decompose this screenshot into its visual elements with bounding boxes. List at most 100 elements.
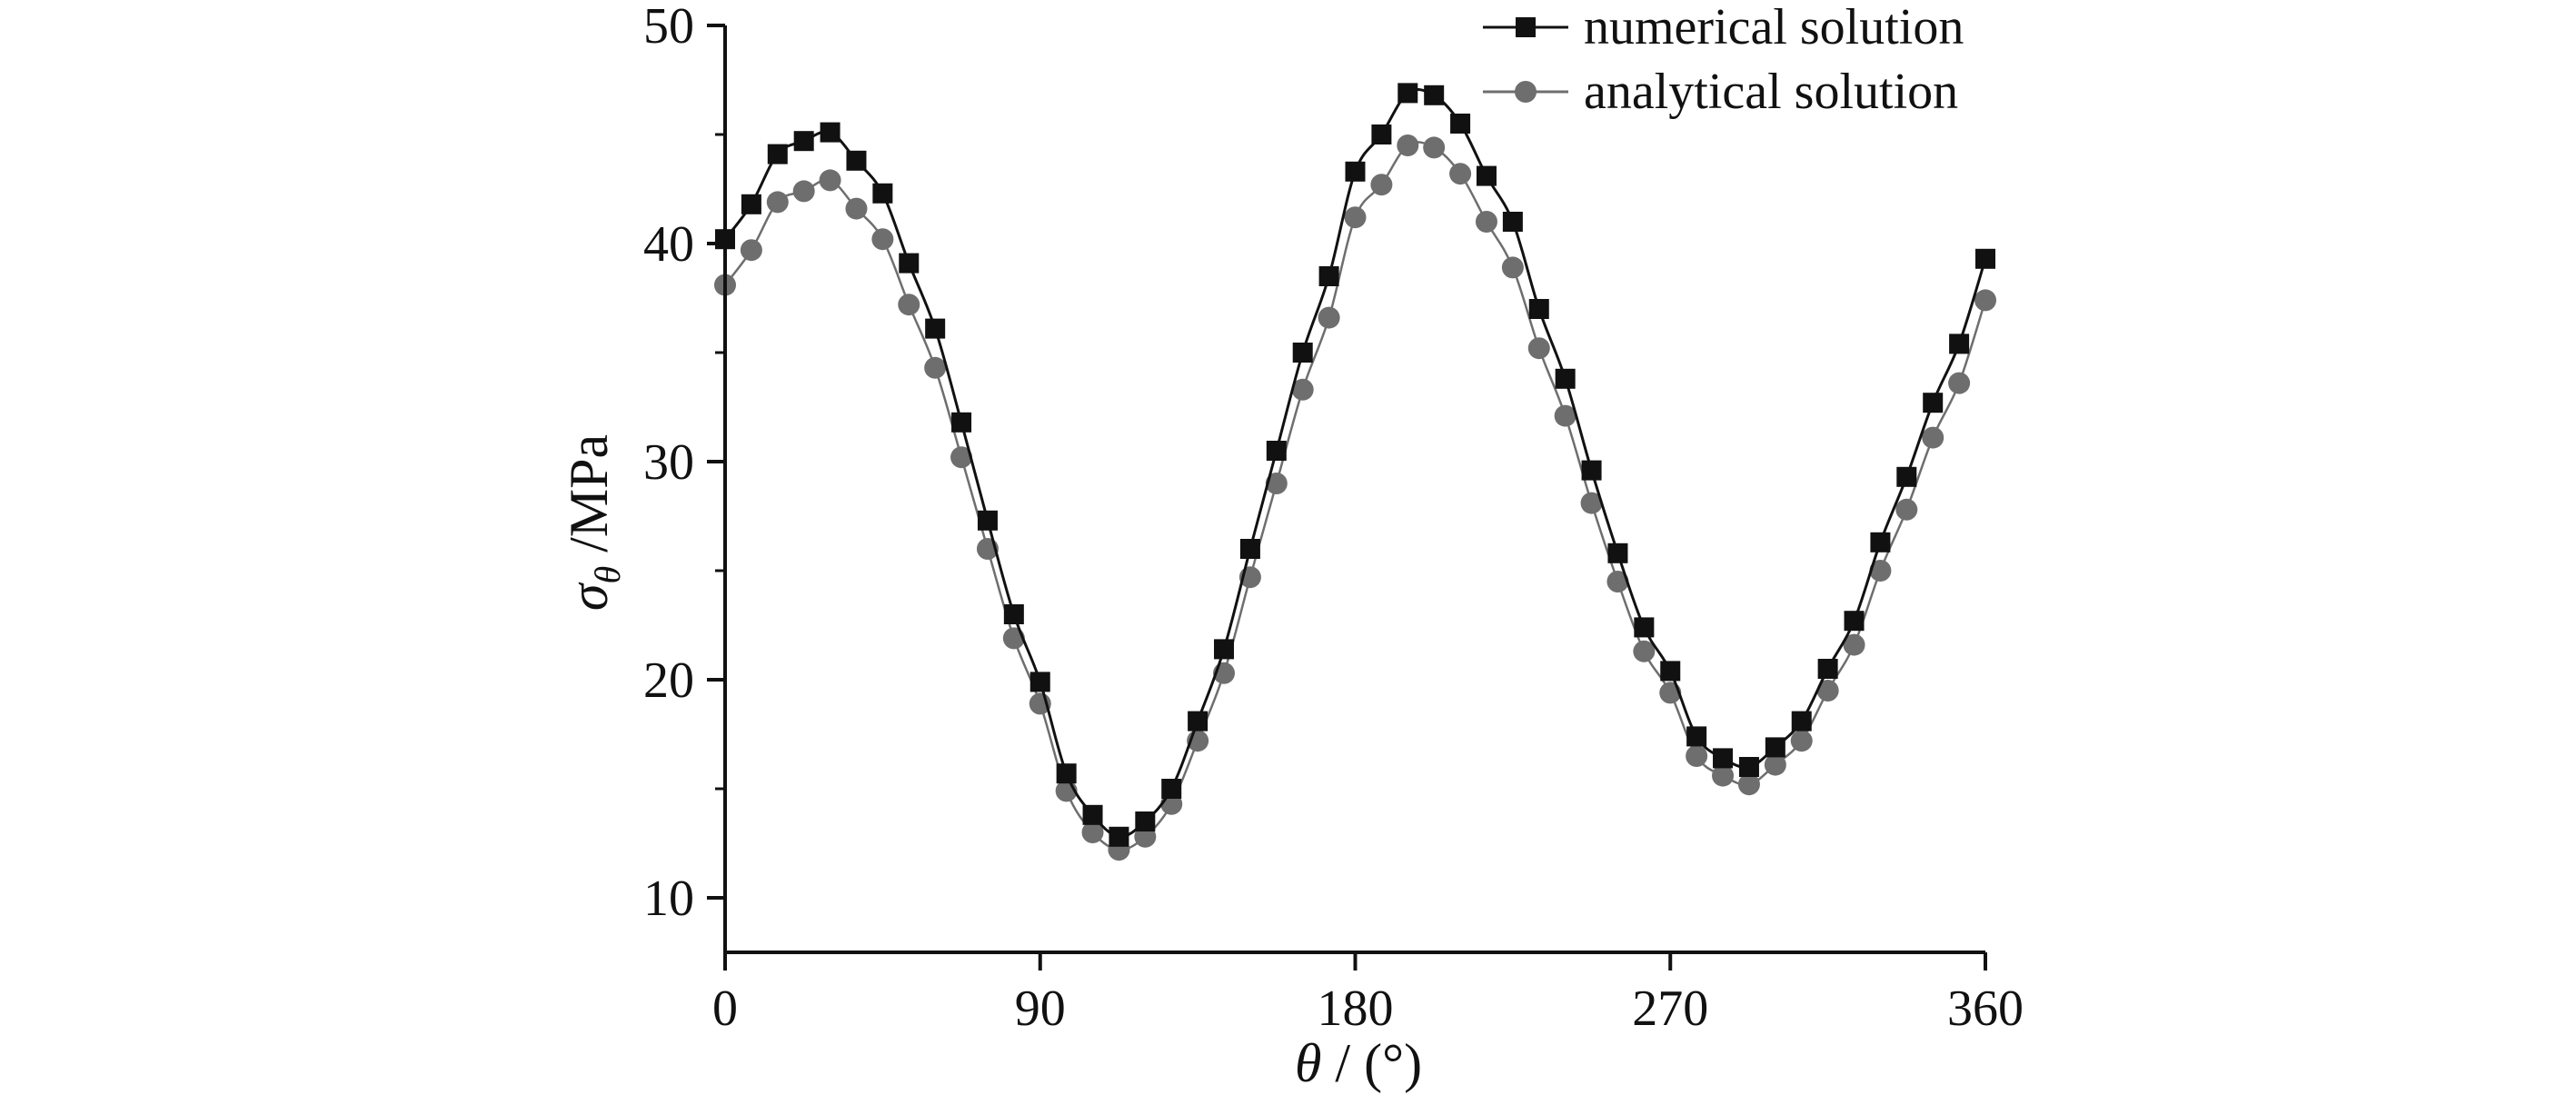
y-tick-label: 30 [643, 434, 694, 491]
y-axis-unit: /MPa [559, 434, 619, 566]
data-point [792, 180, 815, 203]
y-axis-title: σθ /MPa [559, 434, 628, 611]
data-point [871, 228, 894, 251]
data-point [1790, 730, 1813, 752]
data-point [1581, 460, 1602, 481]
data-point [1318, 306, 1340, 329]
data-point [1712, 764, 1735, 787]
x-tick-label: 180 [1318, 981, 1394, 1037]
x-tick-label: 0 [712, 981, 738, 1037]
data-point [1844, 611, 1865, 632]
x-tick-label: 270 [1632, 981, 1708, 1037]
y-tick-label: 20 [643, 652, 694, 709]
data-point [1975, 248, 1995, 269]
data-point [1580, 492, 1603, 514]
data-point [1081, 821, 1104, 843]
data-point [1765, 737, 1785, 758]
y-tick-label: 50 [643, 0, 694, 55]
data-point [1449, 163, 1472, 185]
data-point [1082, 804, 1103, 825]
data-point [767, 144, 788, 164]
data-point [1738, 757, 1759, 777]
data-point [1265, 473, 1288, 494]
data-point [1501, 256, 1524, 279]
data-point [846, 150, 867, 171]
data-point [845, 197, 868, 220]
data-point [1870, 532, 1891, 552]
data-point [1896, 466, 1917, 487]
x-tick-label: 90 [1015, 981, 1066, 1037]
data-point [1974, 289, 1996, 312]
data-point [1423, 136, 1446, 159]
data-point [1397, 134, 1419, 156]
data-point [1109, 826, 1129, 847]
data-point [1606, 571, 1629, 592]
legend-label: analytical solution [1584, 64, 1958, 120]
data-point [1318, 266, 1339, 286]
data-point [1188, 711, 1208, 732]
data-point [820, 122, 840, 143]
data-point [950, 446, 973, 469]
data-point [1345, 161, 1366, 182]
legend-item: analytical solution [1483, 64, 1958, 120]
data-point [1791, 711, 1812, 732]
data-point [1869, 560, 1892, 582]
data-point [1239, 539, 1260, 559]
data-point [1397, 83, 1418, 104]
data-point [1502, 212, 1523, 232]
data-point [1161, 779, 1182, 799]
data-point [1291, 378, 1314, 401]
data-point [1686, 745, 1708, 767]
data-point [1424, 85, 1445, 105]
data-point [1370, 174, 1393, 196]
data-point [1923, 393, 1944, 413]
data-point [1344, 206, 1367, 229]
data-point [898, 294, 920, 316]
data-point [741, 194, 761, 214]
legend-label: numerical solution [1584, 0, 1964, 55]
y-axis-symbol: σ [559, 582, 619, 611]
data-point [1922, 426, 1944, 449]
legend-marker [1516, 17, 1536, 37]
data-point [1528, 299, 1549, 319]
legend: numerical solution analytical solution [1483, 0, 1964, 120]
data-point [1450, 114, 1471, 134]
y-tick-label: 10 [643, 871, 694, 927]
data-point [951, 412, 972, 433]
data-point [1554, 404, 1576, 427]
y-axis-subscript: θ [587, 566, 628, 584]
data-point [1475, 211, 1497, 233]
data-point [1713, 748, 1734, 769]
data-point [924, 356, 947, 379]
data-point [1371, 124, 1392, 144]
data-point [1660, 661, 1681, 682]
data-point [1292, 343, 1313, 363]
data-point [1895, 498, 1918, 521]
series-layer [714, 83, 1996, 861]
data-point [1948, 372, 1971, 394]
data-point [1029, 672, 1050, 692]
x-axis-symbol: θ [1295, 1033, 1321, 1093]
data-point [1607, 543, 1628, 563]
series-circle [714, 134, 1996, 861]
data-point [925, 318, 946, 339]
data-point [1816, 680, 1839, 702]
data-point [1634, 617, 1655, 638]
data-point [1056, 763, 1077, 784]
tick-labels: 0 90 180 270 360 10 20 30 40 50 [643, 0, 2024, 1037]
data-point [1135, 811, 1156, 831]
data-point [1633, 640, 1656, 662]
data-point [1527, 337, 1550, 360]
data-point [1555, 368, 1576, 389]
data-point [977, 510, 998, 531]
axes [707, 24, 1987, 971]
data-point [1817, 659, 1838, 679]
data-point [1476, 165, 1497, 186]
data-point [872, 183, 893, 204]
x-axis-title: θ / (°) [1295, 1033, 1422, 1093]
data-point [1214, 639, 1235, 660]
legend-marker [1515, 81, 1537, 103]
data-point [1266, 441, 1287, 461]
data-point [819, 169, 841, 192]
